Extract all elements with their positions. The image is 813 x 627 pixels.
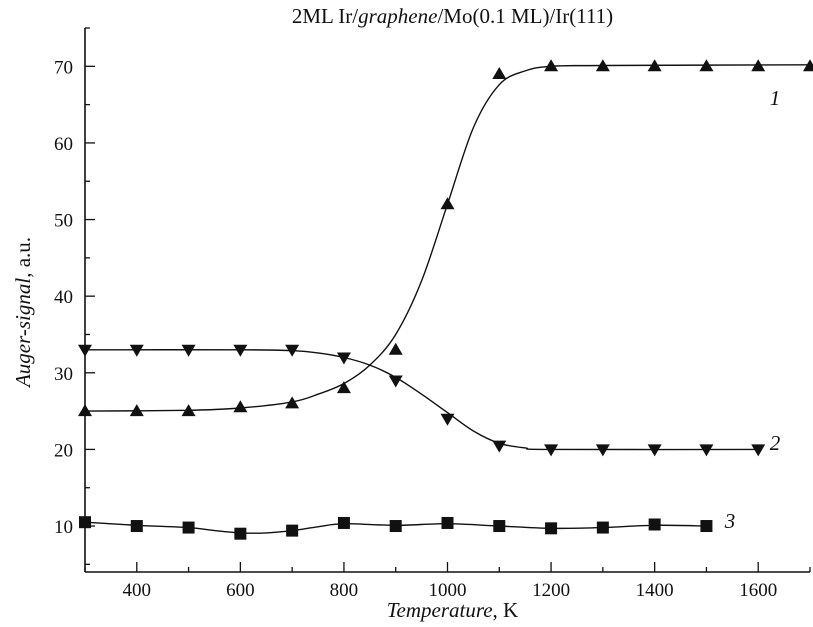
series-1-point [751, 59, 766, 72]
series-2-point [129, 344, 144, 357]
series-3-point [493, 520, 506, 533]
y-tick-label: 30 [54, 364, 73, 385]
y-axis-title-part: , a.u. [11, 237, 35, 278]
chart-title: 2ML Ir/graphene/Mo(0.1 ML)/Ir(111) [292, 4, 613, 28]
series-2-point [595, 444, 610, 457]
series-3-point [337, 516, 350, 529]
series-1-curve [84, 64, 811, 412]
x-axis-title-part: Temperature [387, 598, 493, 622]
series-3-label: 3 [724, 509, 736, 533]
series-2-point [699, 444, 714, 457]
series-1-point [440, 197, 455, 210]
series-1-point [595, 59, 610, 72]
series-1-point [129, 404, 144, 417]
series-3-point [79, 516, 91, 529]
series-2-point [751, 444, 766, 457]
series-1-point [492, 66, 507, 79]
series-1-point [699, 59, 714, 72]
series-2-point [181, 344, 196, 357]
series-2-point [233, 344, 248, 357]
series-3-point [596, 521, 609, 534]
series-3-point [700, 520, 713, 533]
series-1-label: 1 [770, 86, 781, 110]
series-3-point [182, 521, 195, 534]
series-2-point [78, 344, 92, 357]
series-3-point [234, 527, 247, 540]
y-axis-title-part: Auger-signal [11, 278, 35, 389]
x-tick-label: 1200 [532, 580, 570, 601]
series-1-point [647, 59, 662, 72]
series-2-point [647, 444, 662, 457]
series-3-point [545, 522, 558, 535]
y-tick-label: 40 [54, 287, 73, 308]
series-1-point [803, 59, 813, 72]
series-3-point [648, 518, 661, 531]
series-1-point [285, 396, 300, 409]
series-2-point [492, 440, 507, 453]
y-axis-title: Auger-signal, a.u. [11, 237, 35, 389]
series-1-point [78, 404, 92, 417]
x-tick-label: 400 [123, 580, 152, 601]
series-2-point [388, 375, 403, 388]
series-3-curve [84, 521, 707, 534]
series-2-point [336, 352, 351, 365]
y-tick-label: 60 [54, 134, 73, 155]
chart-title-part: /Mo(0.1 ML)/Ir(111) [437, 4, 613, 28]
series-curves [84, 64, 811, 534]
y-tick-label: 20 [54, 440, 73, 461]
chart-title-part: 2ML Ir/ [292, 4, 358, 28]
y-tick-label: 50 [54, 211, 73, 232]
series-3-point [389, 520, 402, 533]
plot-frame [84, 28, 810, 573]
series-2-curve [84, 349, 759, 451]
y-tick-label: 10 [54, 517, 73, 538]
x-tick-label: 1000 [429, 580, 467, 601]
series-3-point [130, 520, 143, 533]
series-1-point [181, 404, 196, 417]
x-tick-label: 600 [226, 580, 255, 601]
x-axis-title: Temperature, K [387, 598, 518, 622]
x-tick-label: 1600 [739, 580, 777, 601]
series-2-point [285, 344, 300, 357]
series-1-point [233, 400, 248, 413]
chart-labels: 1 2 3 2ML Ir/graphene/Mo(0.1 ML)/Ir(111) Tem… [11, 4, 781, 622]
axis-ticks: 400 600 800 1000 1200 1400 1600 10 20 30 40 50 60 70 [54, 27, 811, 601]
y-tick-label: 70 [54, 57, 73, 78]
series-2-label: 2 [770, 431, 781, 455]
x-axis-title-part: , K [493, 598, 519, 622]
series-2-point [440, 413, 455, 426]
chart-title-part: graphene [358, 4, 437, 28]
series-3-point [286, 524, 299, 537]
x-tick-label: 800 [330, 580, 359, 601]
series-3-point [441, 516, 454, 529]
series-markers [78, 59, 813, 540]
series-2-point [544, 444, 559, 457]
series-1-point [544, 59, 559, 72]
x-tick-label: 1400 [636, 580, 674, 601]
series-1-point [388, 342, 403, 355]
series-1-point [336, 381, 351, 394]
